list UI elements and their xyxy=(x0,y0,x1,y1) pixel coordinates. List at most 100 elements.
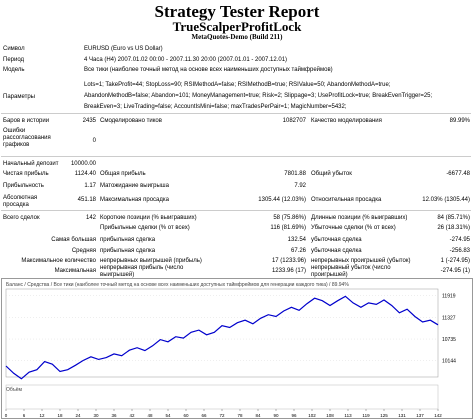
largest-loss-value: -274.95 xyxy=(449,237,470,243)
largest-label: Самая большая xyxy=(51,237,96,243)
x-tick-label: 102 xyxy=(308,413,316,418)
params-line: Lots=1; TakeProfit=44; StopLoss=90; RSIM… xyxy=(84,82,391,88)
long-label: Длинные позиции (% выигравших) xyxy=(311,215,408,221)
report-title: Strategy Tester Report xyxy=(154,2,320,21)
maxwins-value: 17 (1233.96) xyxy=(271,258,306,264)
x-tick-label: 131 xyxy=(398,413,406,418)
quality-value: 89.99% xyxy=(449,118,470,124)
x-tick-label: 108 xyxy=(326,413,334,418)
largest-profit-value: 132.54 xyxy=(287,237,306,243)
expected-value: 7.92 xyxy=(294,183,306,189)
ticks-value: 1082707 xyxy=(282,118,306,124)
quality-label: Качество моделирования xyxy=(311,118,382,124)
bars-value: 2435 xyxy=(82,118,96,124)
x-tick-label: 125 xyxy=(380,413,388,418)
maxlosses-value: 1 (-274.95) xyxy=(440,258,470,264)
errors-label: Ошибки рассогласования графиков xyxy=(3,128,51,148)
maxprofit-label: непрерывная прибыль (число выигрышей) xyxy=(100,265,184,278)
absdd-label: Абсолютная просадка xyxy=(3,195,38,208)
params-line: AbandonMethodB=false; Abandon=101; Money… xyxy=(84,93,433,99)
x-tick-label: 54 xyxy=(165,413,171,418)
long-value: 84 (85.71%) xyxy=(437,215,470,221)
y-tick-label: 11919 xyxy=(442,294,456,300)
loss-trades-label: Убыточные сделки (% от всех) xyxy=(311,225,396,231)
avg-loss-label: убыточная сделка xyxy=(311,248,362,254)
deposit-label: Начальный депозит xyxy=(3,161,59,167)
chart-svg: 11919 11327 10735 10144 0 6 12 18 24 30 36 42 48 54 6… xyxy=(5,281,456,418)
x-tick-label: 137 xyxy=(416,413,424,418)
deposit-value: 10000.00 xyxy=(70,161,96,167)
absdd-value: 451.18 xyxy=(77,197,96,203)
reldd-value: 12.03% (1305.44) xyxy=(422,197,470,203)
x-tick-label: 18 xyxy=(57,413,63,418)
gross-loss-value: -6677.48 xyxy=(446,171,470,177)
x-tick-label: 90 xyxy=(273,413,279,418)
net-label: Чистая прибыль xyxy=(3,171,49,177)
trades-label: Всего сделок xyxy=(3,215,40,221)
maxprofit-value: 1233.96 (17) xyxy=(271,268,306,274)
trades-value: 142 xyxy=(85,215,96,221)
maxlosses-label: непрерывных проигрышей (убыток) xyxy=(311,258,411,264)
gross-profit-label: Общая прибыль xyxy=(100,171,146,177)
avg-loss-value: -256.83 xyxy=(449,248,470,254)
errors-value: 0 xyxy=(92,138,96,144)
x-tick-label: 30 xyxy=(93,413,99,418)
period-label: Период xyxy=(3,57,25,63)
y-tick-label: 10144 xyxy=(442,359,456,365)
reldd-label: Относительная просадка xyxy=(311,197,382,203)
avg-profit-label: прибыльная сделка xyxy=(100,248,156,254)
x-tick-label: 119 xyxy=(362,413,370,418)
maxloss-value: -274.95 (1) xyxy=(440,268,470,274)
maxdd-value: 1305.44 (12.03%) xyxy=(258,197,306,203)
params-label: Параметры xyxy=(3,94,35,100)
x-tick-label: 12 xyxy=(39,413,45,418)
pf-label: Прибыльность xyxy=(3,183,44,189)
x-tick-label: 84 xyxy=(255,413,261,418)
x-tick-label: 48 xyxy=(147,413,153,418)
x-tick-label: 42 xyxy=(129,413,135,418)
short-value: 58 (75.86%) xyxy=(273,215,306,221)
x-tick-label: 6 xyxy=(23,413,26,418)
maxdd-label: Максимальная просадка xyxy=(100,197,169,203)
x-tick-label: 60 xyxy=(183,413,189,418)
params-line: BreakEven=3; LiveTrading=false; AccountI… xyxy=(84,104,347,110)
balance-line xyxy=(5,295,439,380)
x-tick-label: 36 xyxy=(111,413,117,418)
balance-chart: 11919 11327 10735 10144 0 6 12 18 24 30 36 42 48 54 6… xyxy=(1,278,473,419)
volume-label: Объём xyxy=(6,387,22,393)
symbol-label: Символ xyxy=(3,46,25,52)
loss-trades-value: 26 (18.31%) xyxy=(437,225,470,231)
net-value: 1124.40 xyxy=(74,171,96,177)
maxamount-label: Максимальная xyxy=(54,268,96,274)
profit-trades-label: Прибыльные сделки (% от всех) xyxy=(100,225,190,231)
ticks-label: Смоделировано тиков xyxy=(100,118,162,124)
expert-name: TrueScalperProfitLock xyxy=(172,19,302,34)
maxcount-label: Максимальное количество xyxy=(21,258,96,264)
expected-label: Матожидание выигрыша xyxy=(100,183,169,189)
maxwins-label: непрерывных выигрышей (прибыль) xyxy=(100,258,202,264)
y-tick-label: 10735 xyxy=(442,337,456,343)
x-tick-label: 96 xyxy=(291,413,297,418)
gross-profit-value: 7801.88 xyxy=(284,171,306,177)
pf-value: 1.17 xyxy=(84,183,96,189)
x-tick-label: 78 xyxy=(237,413,243,418)
x-tick-label: 142 xyxy=(434,413,442,418)
server-build: MetaQuotes-Demo (Build 211) xyxy=(191,33,283,41)
avg-profit-value: 67.26 xyxy=(290,248,306,254)
volume-panel xyxy=(5,384,439,410)
plot-frame xyxy=(5,288,439,378)
chart-legend: Баланс / Средства / Все тики (наиболее т… xyxy=(6,281,349,288)
x-tick-label: 72 xyxy=(219,413,225,418)
x-tick-label: 66 xyxy=(201,413,207,418)
average-label: Средняя xyxy=(71,248,96,254)
x-tick-label: 113 xyxy=(344,413,352,418)
period-value: 4 Часа (H4) 2007.01.02 00:00 - 2007.11.3… xyxy=(84,57,288,63)
maxloss-label: непрерывный убыток (число проигрышей) xyxy=(311,265,391,278)
model-label: Модель xyxy=(3,67,25,73)
profit-trades-value: 116 (81.69%) xyxy=(270,225,306,231)
bars-label: Баров в истории xyxy=(3,118,50,124)
short-label: Короткие позиции (% выигравших) xyxy=(100,215,197,221)
gross-loss-label: Общий убыток xyxy=(311,171,352,177)
model-value: Все тики (наиболее точный метод на основ… xyxy=(84,67,333,73)
largest-loss-label: убыточная сделка xyxy=(311,237,362,243)
